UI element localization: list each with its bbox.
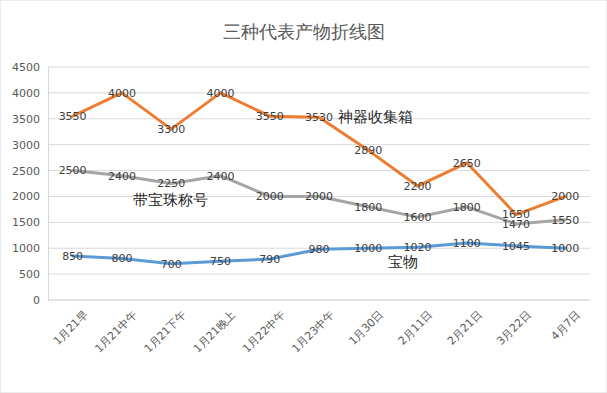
data-label: 1550 [551,214,579,227]
x-tick: 1月21下午 [142,300,189,355]
series-name: 带宝珠称号 [133,191,208,209]
y-tick: 2000 [12,190,48,203]
data-label: 1600 [404,211,432,224]
data-label: 850 [62,250,83,263]
data-label: 980 [309,243,330,256]
x-tick-label: 1月30日 [346,308,386,348]
x-tick: 4月7日 [549,300,584,343]
y-tick-label: 4500 [12,61,40,74]
x-tick-label: 1月21早 [51,308,91,348]
data-label: 2250 [157,177,185,190]
data-label: 3300 [157,123,185,136]
data-label: 790 [259,253,280,266]
x-tick-label: 1月23中午 [289,308,336,355]
data-label: 1000 [354,242,382,255]
y-axis: 0 500 1000 1500 2000 2500 3000 3500 4000 4500 [12,61,49,307]
x-tick-label: 3月22日 [494,308,534,348]
y-tick-label: 2500 [12,165,40,178]
y-tick-label: 500 [19,268,40,281]
data-label: 1800 [354,201,382,214]
x-axis: 1月21早1月21中午1月21下午1月21晚上1月22中午1月23中午1月30日… [48,300,590,355]
data-label: 2650 [453,157,481,170]
series-line [73,93,566,215]
x-tick-label: 2月11日 [396,308,436,348]
y-axis-line [48,68,49,301]
data-label: 700 [161,258,182,271]
x-tick: 3月22日 [494,300,534,348]
data-label: 3530 [305,111,333,124]
y-tick-label: 3000 [12,139,40,152]
y-tick: 4000 [12,87,48,100]
plot-area [73,93,566,264]
x-tick: 1月30日 [346,300,386,348]
y-tick-label: 2000 [12,190,40,203]
y-tick: 0 [33,294,48,307]
x-tick: 1月23中午 [289,300,336,355]
data-label: 800 [111,252,132,265]
series-names: 神器收集箱带宝珠称号宝物 [133,108,419,271]
y-tick: 4500 [12,61,48,74]
title: 三种代表产物折线图 [223,21,385,42]
y-tick: 1500 [12,216,48,229]
background [0,0,607,393]
x-tick-label: 1月22中午 [240,308,287,355]
data-label: 750 [210,255,231,268]
series-name: 神器收集箱 [338,108,413,126]
data-label: 3550 [59,110,87,123]
data-label: 1470 [502,218,530,231]
y-tick-label: 1000 [12,242,40,255]
data-label: 2400 [108,170,136,183]
y-tick-label: 0 [33,294,40,307]
x-tick-label: 1月21下午 [142,308,189,355]
y-tick-label: 3500 [12,113,40,126]
data-labels: 3550400033004000355035302890220026501650… [59,87,580,271]
x-axis-line [48,300,590,301]
data-label: 2000 [256,190,284,203]
x-tick: 2月11日 [396,300,436,348]
series-name: 宝物 [388,253,418,271]
data-label: 1000 [551,242,579,255]
grid-line [48,67,590,68]
y-tick: 3500 [12,113,48,126]
data-label: 1045 [502,240,530,253]
data-label: 1800 [453,201,481,214]
y-tick-label: 1500 [12,216,40,229]
data-label: 4000 [108,87,136,100]
data-label: 2000 [551,190,579,203]
x-tick: 1月22中午 [240,300,287,355]
x-tick-label: 2月21日 [445,308,485,348]
data-label: 3550 [256,110,284,123]
x-tick: 1月21中午 [92,300,139,355]
series-line [73,171,566,224]
x-tick-label: 4月7日 [549,308,584,343]
x-tick: 1月21晚上 [191,300,238,355]
data-label: 2400 [206,170,234,183]
grid [48,67,590,300]
y-tick-label: 4000 [12,87,40,100]
grid-line [48,144,590,145]
series-line [73,243,566,264]
data-label: 2500 [59,164,87,177]
x-tick-label: 1月21晚上 [191,308,238,355]
x-tick-label: 1月21中午 [92,308,139,355]
y-tick: 500 [19,268,48,281]
y-tick: 2500 [12,165,48,178]
data-label: 2200 [404,180,432,193]
data-label: 1100 [453,237,481,250]
data-label: 2000 [305,190,333,203]
y-tick: 1000 [12,242,48,255]
grid-line [48,300,590,301]
data-label: 2890 [354,144,382,157]
grid-line [48,274,590,275]
data-label: 4000 [206,87,234,100]
x-tick: 1月21早 [51,300,91,348]
x-tick: 2月21日 [445,300,485,348]
chart: 三种代表产物折线图 0 500 1000 1500 2000 2500 3000 3500 400… [0,0,607,393]
y-tick: 3000 [12,139,48,152]
